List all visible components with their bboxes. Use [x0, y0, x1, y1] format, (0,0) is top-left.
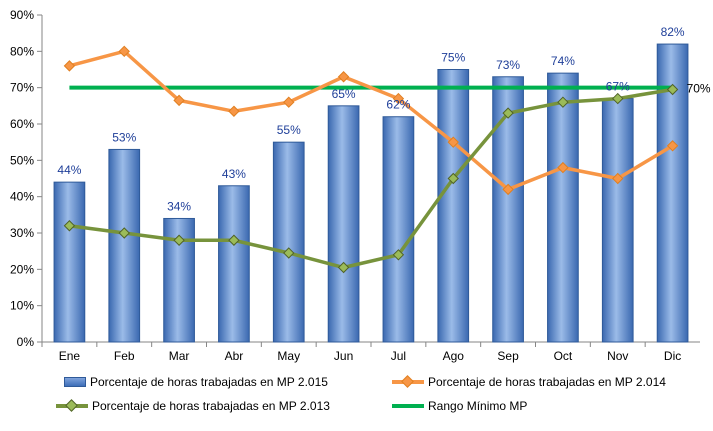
y-tick-label: 30% [10, 226, 34, 240]
legend-line-swatch-ref [392, 401, 424, 411]
legend-item-2014: Porcentaje de horas trabajadas en MP 2.0… [392, 375, 666, 389]
y-tick-label: 20% [10, 262, 34, 276]
axes: 0% 10% 20% 30% 40% 50% 60% 70% 80% 90% Ene Feb Mar Ab… [10, 8, 700, 363]
y-tick-label: 0% [17, 335, 35, 349]
bar-value-label: 65% [332, 87, 356, 101]
x-tick-label: Jul [391, 349, 406, 363]
marker-1-mar [173, 234, 185, 246]
data-labels: 70% 44% 53% 34% 43% 55% 65% 62% 75% 73% 74% 67% 82% [57, 25, 711, 213]
x-tick-label: Sep [497, 349, 519, 363]
marker-0-sep [502, 183, 514, 196]
marker-0-feb [118, 45, 130, 58]
bar-value-label: 53% [112, 130, 136, 144]
marker-1-nov [612, 92, 624, 105]
bar-value-label: 74% [551, 54, 575, 68]
bar-value-label: 67% [606, 80, 630, 94]
bar-value-label: 43% [222, 167, 246, 181]
marker-0-dic [666, 140, 679, 152]
x-tick-label: Dic [664, 349, 681, 363]
legend-item-2013: Porcentaje de horas trabajadas en MP 2.0… [56, 399, 330, 413]
marker-0-ene [63, 60, 76, 72]
legend-label: Porcentaje de horas trabajadas en MP 2.0… [428, 375, 666, 389]
y-tick-label: 10% [10, 299, 34, 313]
bar-value-label: 75% [441, 51, 465, 65]
marker-1-abr [228, 234, 240, 246]
bar-ago [437, 69, 470, 343]
y-tick-label: 50% [10, 153, 34, 167]
x-tick-label: Feb [114, 349, 135, 363]
x-tick-label: Nov [607, 349, 628, 363]
bar-may [272, 141, 305, 343]
marker-1-jul [392, 249, 405, 261]
x-tick-label: Abr [225, 349, 244, 363]
bar-oct [547, 72, 579, 343]
marker-1-ago [447, 172, 459, 185]
marker-0-jul [392, 92, 405, 105]
marker-1-ene [63, 220, 76, 232]
line-series [63, 45, 679, 274]
marker-1-sep [502, 107, 514, 119]
line-series-1 [69, 87, 673, 270]
marker-0-may [283, 96, 295, 108]
bar-value-label: 73% [496, 58, 520, 72]
bar-value-label: 55% [277, 123, 301, 137]
legend-line-swatch-orange [392, 377, 424, 387]
marker-1-feb [118, 227, 130, 239]
legend-line-swatch-green [56, 401, 88, 411]
legend-label: Rango Mínimo MP [428, 399, 528, 413]
y-tick-label: 90% [10, 8, 34, 22]
bar-value-label: 62% [386, 98, 410, 112]
x-tick-label: Ago [443, 349, 465, 363]
marker-0-mar [173, 94, 185, 107]
bar-jul [382, 116, 415, 343]
legend-label: Porcentaje de horas trabajadas en MP 2.0… [90, 375, 328, 389]
y-tick-label: 40% [10, 190, 34, 204]
bar-abr [218, 185, 250, 343]
bar-value-label: 44% [57, 163, 81, 177]
marker-0-jun [337, 71, 350, 83]
bar-value-label: 34% [167, 199, 191, 213]
x-tick-label: Ene [59, 349, 81, 363]
bar-feb [108, 148, 141, 343]
bar-ene [53, 181, 86, 343]
bar-value-label: 82% [661, 25, 685, 39]
x-tick-label: Oct [554, 349, 573, 363]
x-tick-label: Jun [334, 349, 353, 363]
bar-sep [492, 76, 524, 343]
legend-item-2015: Porcentaje de horas trabajadas en MP 2.0… [64, 375, 328, 389]
y-tick-label: 80% [10, 44, 34, 58]
x-tick-label: May [277, 349, 300, 363]
marker-0-abr [228, 105, 240, 117]
legend-item-rango: Rango Mínimo MP [392, 399, 527, 413]
legend-bar-swatch [64, 377, 86, 387]
marker-1-may [283, 247, 295, 259]
marker-0-ago [447, 136, 459, 148]
marker-0-nov [612, 172, 624, 185]
marker-0-oct [557, 161, 569, 174]
bar-nov [601, 98, 634, 343]
y-tick-label: 70% [10, 81, 34, 95]
x-tick-label: Mar [169, 349, 190, 363]
marker-1-jun [337, 261, 350, 274]
line-series-0 [68, 49, 674, 192]
reference-line-label: 70% [687, 82, 711, 96]
marker-1-dic [666, 83, 679, 96]
marker-1-oct [557, 96, 569, 108]
bar-jun [327, 105, 360, 343]
legend-label: Porcentaje de horas trabajadas en MP 2.0… [92, 399, 330, 413]
y-tick-label: 60% [10, 117, 34, 131]
